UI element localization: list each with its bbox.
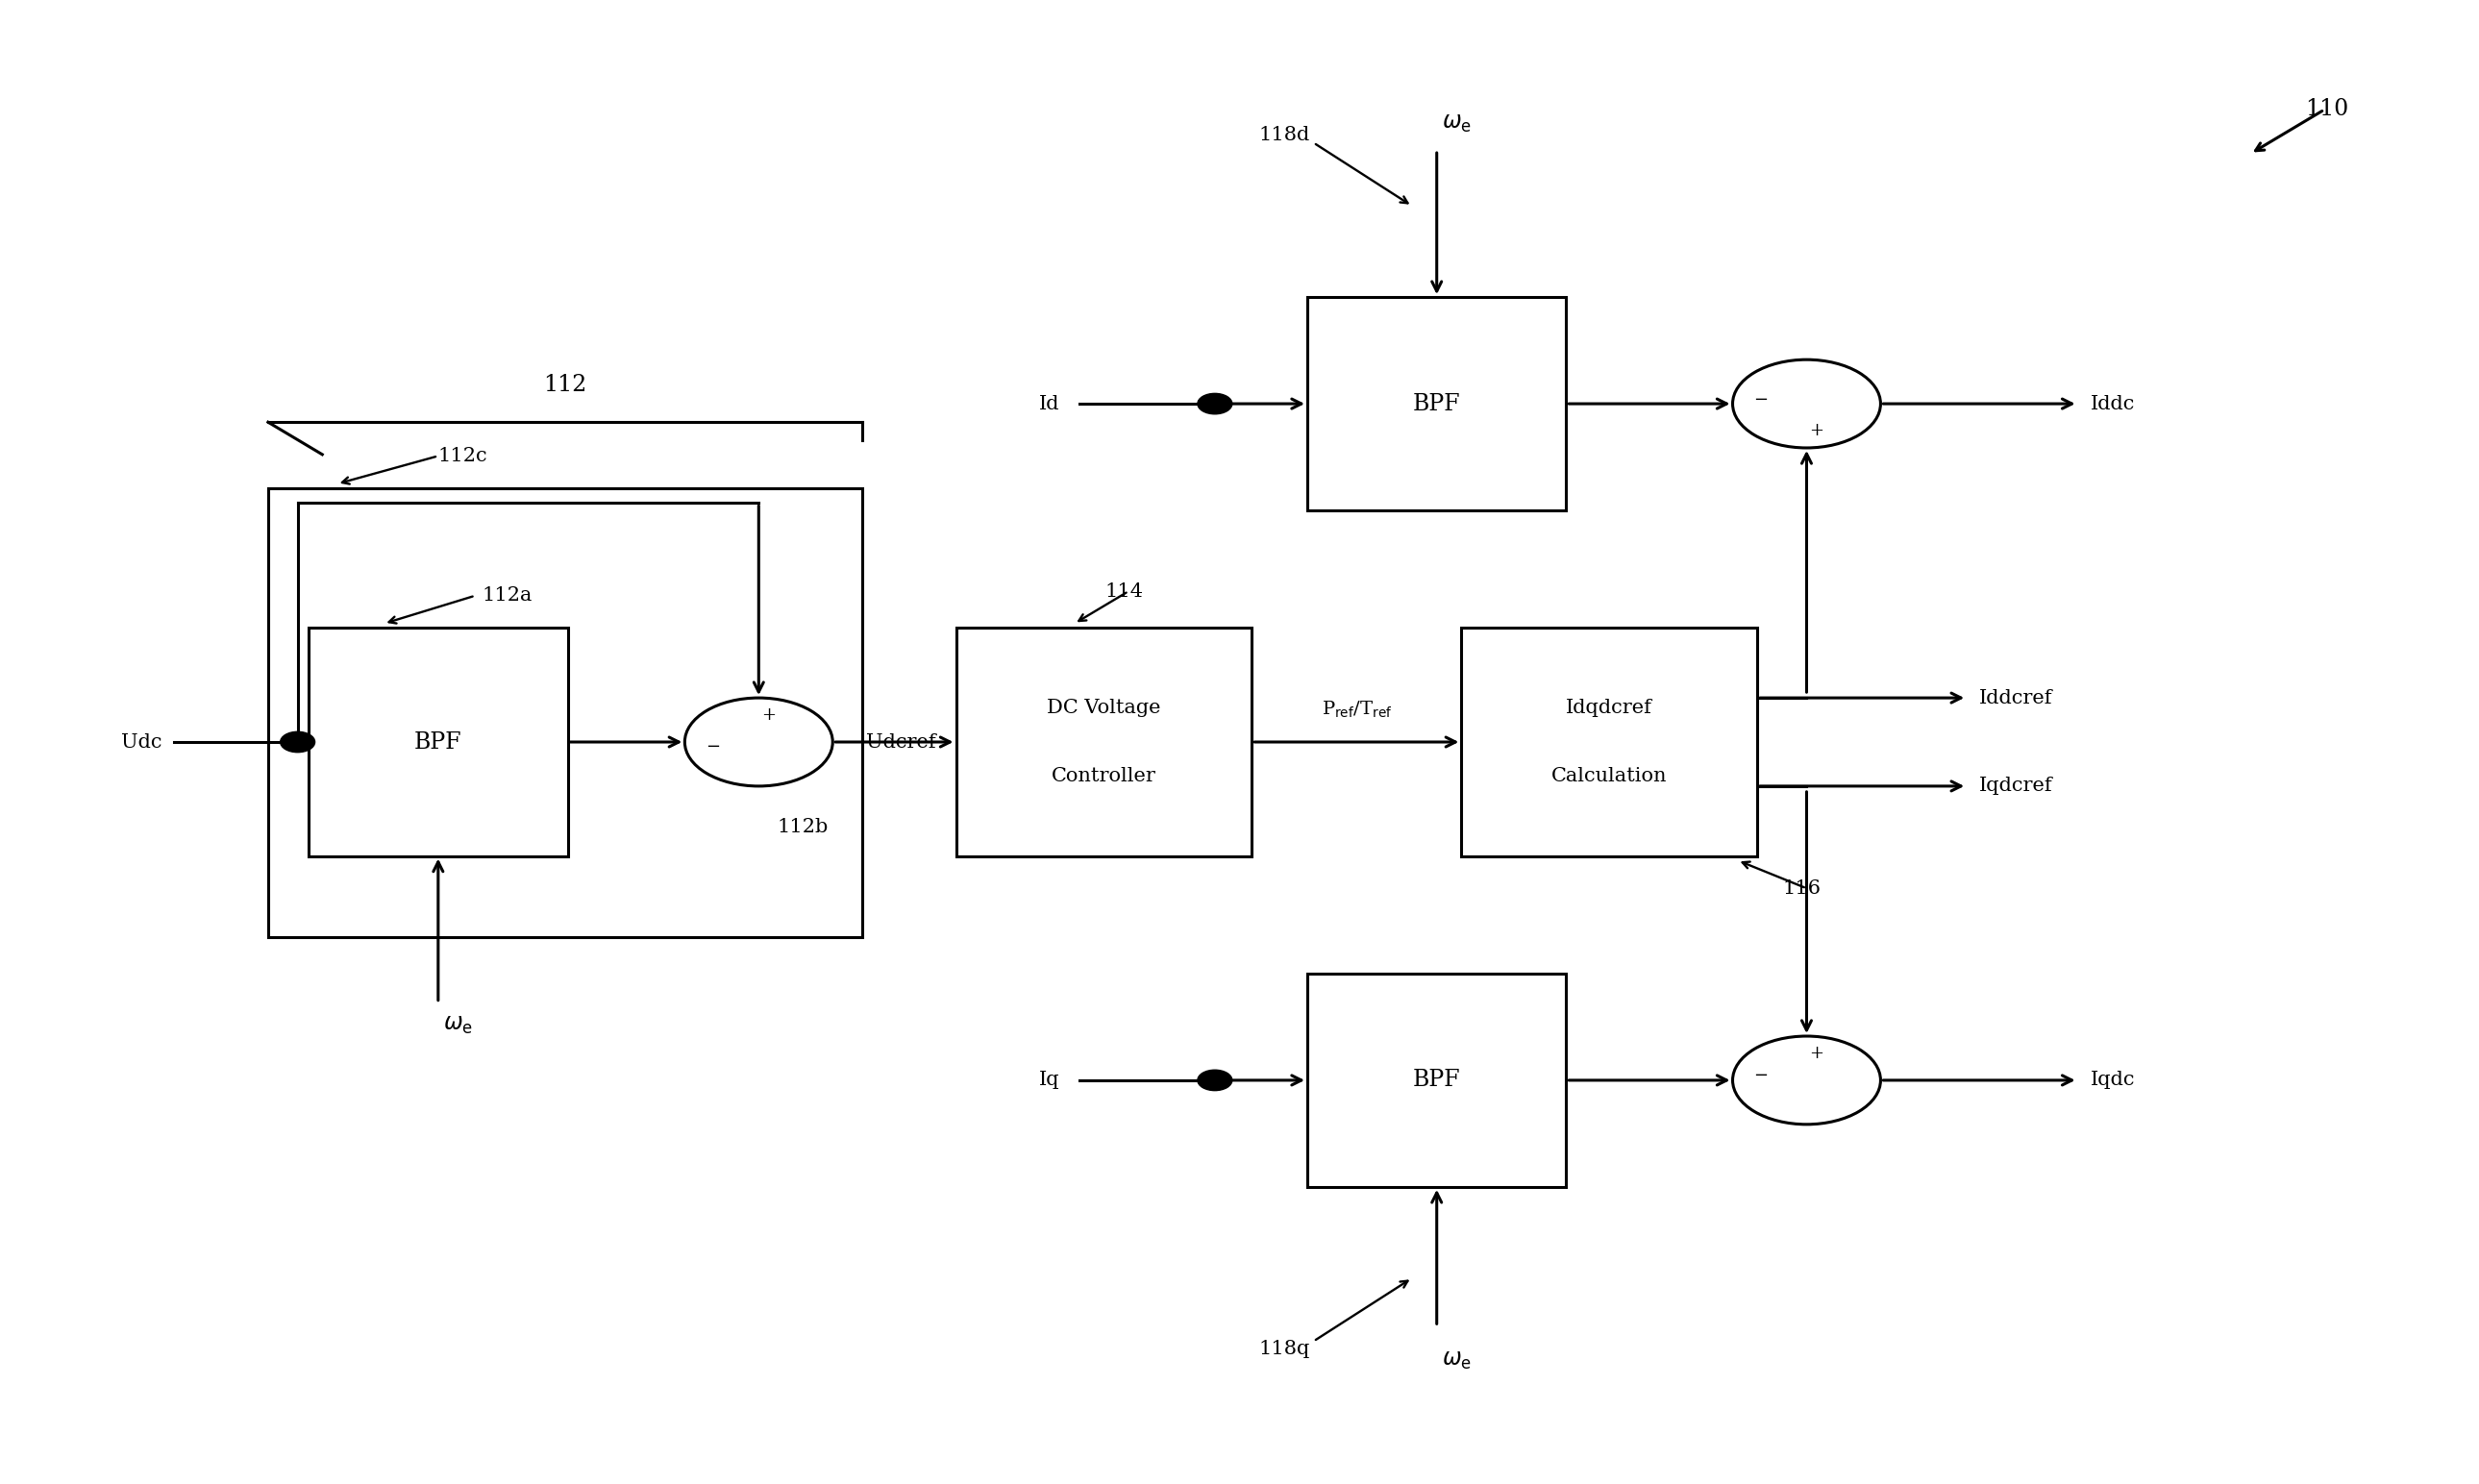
Text: 112a: 112a: [481, 586, 533, 605]
Circle shape: [684, 697, 833, 787]
Text: BPF: BPF: [414, 732, 461, 752]
Circle shape: [280, 732, 315, 752]
Bar: [1306, 297, 1567, 510]
Text: Controller: Controller: [1051, 767, 1155, 785]
Text: +: +: [1810, 1045, 1825, 1063]
Text: $\omega_{\rm e}$: $\omega_{\rm e}$: [1443, 1349, 1473, 1371]
Text: BPF: BPF: [1413, 393, 1460, 416]
Text: Iqdcref: Iqdcref: [1978, 778, 2053, 795]
Bar: [310, 628, 568, 856]
Text: Iqdc: Iqdc: [2090, 1071, 2134, 1089]
Bar: [1306, 974, 1567, 1187]
Text: −: −: [707, 738, 719, 755]
Text: 110: 110: [2305, 98, 2348, 120]
Text: Iddcref: Iddcref: [1978, 689, 2053, 706]
Text: Udcref: Udcref: [868, 733, 937, 751]
Text: BPF: BPF: [1413, 1068, 1460, 1091]
Text: Calculation: Calculation: [1552, 767, 1668, 785]
Text: DC Voltage: DC Voltage: [1046, 699, 1160, 717]
Text: Udc: Udc: [121, 733, 161, 751]
Text: 112b: 112b: [778, 818, 828, 837]
Text: $\omega_{\rm e}$: $\omega_{\rm e}$: [444, 1014, 473, 1036]
Circle shape: [1733, 1036, 1882, 1125]
Text: 112c: 112c: [439, 447, 488, 464]
Text: 114: 114: [1103, 582, 1143, 601]
Circle shape: [1197, 1070, 1232, 1091]
Circle shape: [1733, 359, 1882, 448]
Text: 112: 112: [543, 374, 588, 396]
Text: 118d: 118d: [1259, 126, 1309, 144]
Text: −: −: [1753, 1067, 1768, 1085]
Bar: [957, 628, 1252, 856]
Text: −: −: [1753, 390, 1768, 408]
Text: Iddc: Iddc: [2090, 395, 2134, 413]
Text: Iq: Iq: [1039, 1071, 1059, 1089]
Text: $\omega_{\rm e}$: $\omega_{\rm e}$: [1443, 113, 1473, 135]
Text: 118q: 118q: [1259, 1340, 1309, 1358]
Text: +: +: [1810, 421, 1825, 439]
Bar: [1463, 628, 1758, 856]
Text: 116: 116: [1782, 879, 1822, 898]
Bar: [268, 488, 863, 936]
Text: +: +: [761, 706, 776, 724]
Text: Id: Id: [1039, 395, 1059, 413]
Circle shape: [1197, 393, 1232, 414]
Text: P$_{\rm ref}$/T$_{\rm ref}$: P$_{\rm ref}$/T$_{\rm ref}$: [1321, 699, 1391, 720]
Text: Idqdcref: Idqdcref: [1567, 699, 1653, 717]
